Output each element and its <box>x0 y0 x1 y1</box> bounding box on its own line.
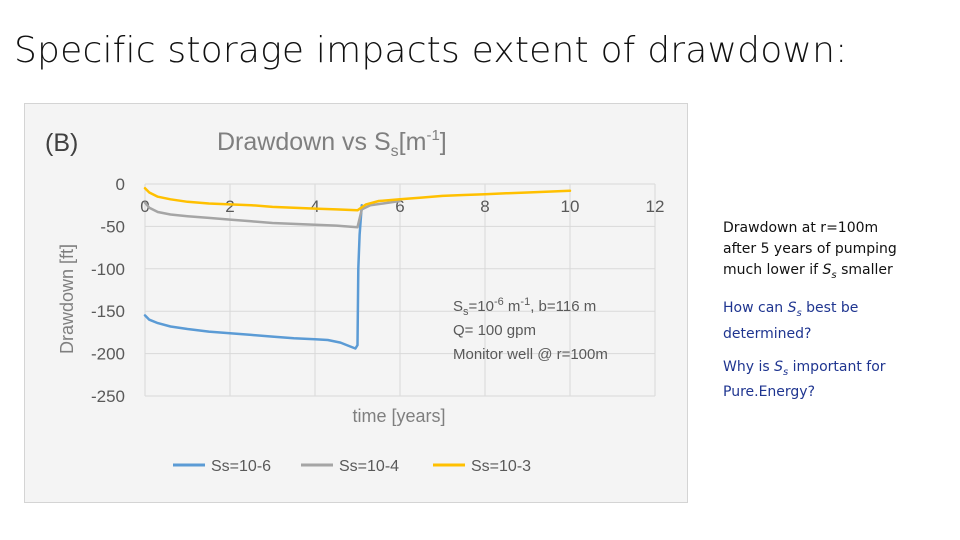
legend-label: Ss=10-4 <box>339 458 399 475</box>
y-tick-label: -100 <box>91 260 125 279</box>
y-tick-label: -150 <box>91 302 125 321</box>
x-tick-label: 8 <box>480 197 489 216</box>
gridlines <box>144 183 656 397</box>
note-drawdown: Drawdown at r=100m after 5 years of pump… <box>723 220 897 281</box>
series-line-Ss=10-4 <box>143 199 402 229</box>
drawdown-chart: (B) Drawdown vs Ss[m-1] 0 -50 -100 -150 -200… <box>45 127 664 475</box>
chart-panel: (B) Drawdown vs Ss[m-1] 0 -50 -100 -150 -200… <box>24 103 688 503</box>
tick-labels: 0 -50 -100 -150 -200 -250 0 2 4 6 8 10 12 <box>91 175 664 406</box>
y-tick-label: -250 <box>91 387 125 406</box>
y-axis-label: Drawdown [ft] <box>57 244 77 354</box>
x-tick-label: 2 <box>225 197 234 216</box>
note-question-importance: Why is Ss important for Pure.Energy? <box>723 358 886 401</box>
x-tick-label: 10 <box>561 197 580 216</box>
x-tick-label: 12 <box>646 197 665 216</box>
slide-title: Specific storage impacts extent of drawd… <box>14 30 848 71</box>
annotation-line-1: Ss=10-6 m-1, b=116 m <box>453 296 596 318</box>
x-tick-label: 6 <box>395 197 404 216</box>
annotation: Ss=10-6 m-1, b=116 m Q= 100 gpm Monitor … <box>453 296 608 363</box>
series-lines <box>143 186 572 350</box>
legend-label: Ss=10-3 <box>471 458 531 475</box>
legend: Ss=10-6 Ss=10-4 Ss=10-3 <box>173 458 531 475</box>
legend-label: Ss=10-6 <box>211 458 271 475</box>
y-tick-label: -200 <box>91 345 125 364</box>
annotation-line-2: Q= 100 gpm <box>453 322 536 339</box>
chart-title: Drawdown vs Ss[m-1] <box>217 127 447 160</box>
x-axis-label: time [years] <box>352 406 445 426</box>
panel-label: (B) <box>45 129 78 157</box>
series-line-Ss=10-3 <box>143 186 572 212</box>
side-notes: Drawdown at r=100m after 5 years of pump… <box>723 218 938 415</box>
series-line-Ss=10-6 <box>143 203 364 350</box>
x-tick-label: 0 <box>140 197 149 216</box>
y-tick-label: 0 <box>116 175 125 194</box>
y-tick-label: -50 <box>100 217 125 236</box>
annotation-line-3: Monitor well @ r=100m <box>453 346 608 363</box>
note-question-determine: How can Ss best be determined? <box>723 299 859 342</box>
x-tick-label: 4 <box>310 197 319 216</box>
